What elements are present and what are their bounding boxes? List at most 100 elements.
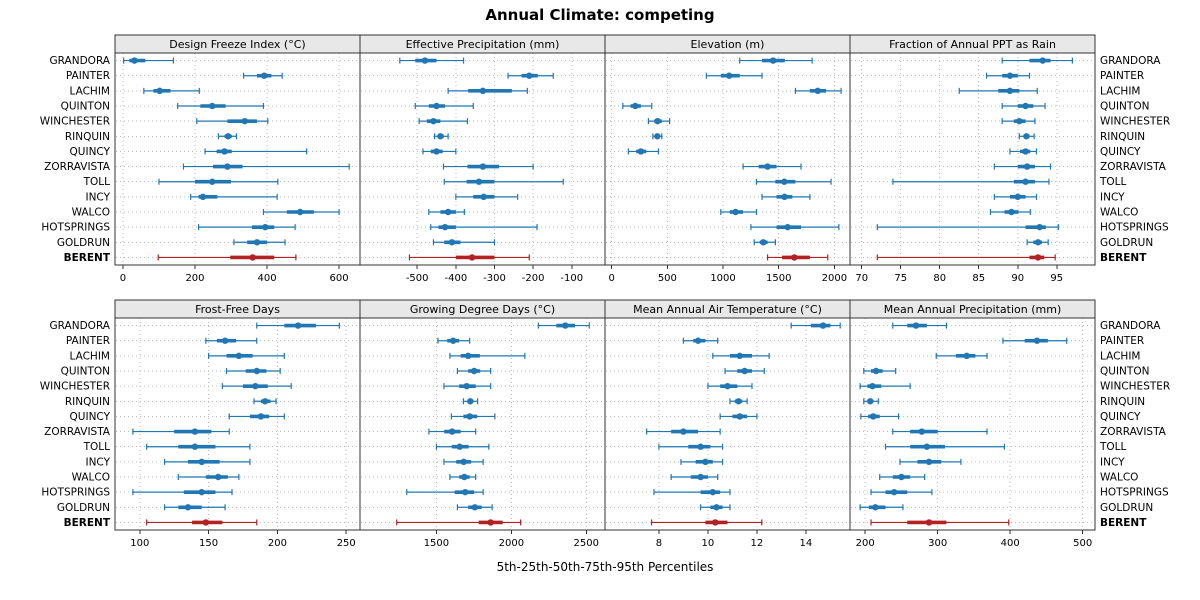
row-label-left: TOLL — [83, 176, 111, 188]
median-dot — [1006, 87, 1014, 95]
x-tick-label: 1500 — [766, 273, 791, 284]
row-label-right: BERENT — [1100, 252, 1147, 264]
median-dot — [460, 458, 467, 466]
median-dot — [209, 178, 216, 185]
median-dot — [912, 322, 920, 329]
median-dot — [898, 473, 905, 481]
median-dot — [221, 337, 229, 344]
row-label-left: WALCO — [72, 472, 110, 484]
row-label-left: LACHIM — [70, 85, 110, 97]
median-dot — [198, 488, 205, 496]
x-tick-label: 250 — [337, 538, 356, 549]
median-dot — [249, 254, 256, 261]
median-dot — [437, 133, 444, 140]
median-dot — [262, 223, 269, 231]
median-dot — [709, 488, 716, 496]
row-label-right: QUINCY — [1100, 411, 1141, 423]
median-dot — [1014, 193, 1021, 201]
median-dot — [261, 398, 269, 405]
median-dot — [191, 443, 199, 450]
median-dot — [1033, 337, 1041, 344]
row-label-right: GOLDRUN — [1100, 502, 1153, 514]
panel-plot-area — [360, 53, 605, 265]
median-dot — [923, 443, 931, 450]
median-dot — [433, 102, 440, 110]
row-label-left: GOLDRUN — [57, 237, 110, 249]
panel-plot-area — [115, 318, 360, 530]
panel: Mean Annual Precipitation (mm) 200 300 400 5… — [849, 299, 1170, 549]
median-dot — [760, 239, 767, 246]
median-dot — [1023, 163, 1031, 170]
median-dot — [1016, 117, 1023, 125]
median-dot — [198, 458, 205, 466]
median-dot — [781, 193, 788, 201]
row-label-right: TOLL — [1099, 176, 1127, 188]
row-label-right: INCY — [1100, 456, 1125, 468]
row-label-right: GRANDORA — [1100, 55, 1161, 67]
row-label-left: LACHIM — [70, 350, 110, 362]
x-tick-label: -300 — [483, 273, 506, 284]
x-tick-label: 95 — [1050, 273, 1063, 284]
row-label-left: QUINCY — [70, 146, 111, 158]
median-dot — [562, 322, 569, 329]
median-dot — [869, 413, 877, 420]
x-tick-label: 80 — [933, 273, 946, 284]
panel-title: Frost-Free Days — [195, 303, 280, 316]
median-dot — [241, 117, 248, 125]
median-dot — [697, 443, 704, 450]
x-tick-label: 12 — [751, 538, 764, 549]
row-label-left: BERENT — [64, 252, 111, 264]
median-dot — [814, 87, 821, 95]
x-tick-label: 14 — [800, 538, 813, 549]
panel-title: Growing Degree Days (°C) — [410, 303, 555, 316]
x-tick-label: 500 — [658, 273, 677, 284]
x-tick-label: 1000 — [710, 273, 735, 284]
median-dot — [224, 133, 232, 140]
x-tick-label: 100 — [130, 538, 149, 549]
median-dot — [724, 382, 731, 390]
median-dot — [1022, 178, 1029, 185]
x-tick-label: 8 — [656, 538, 662, 549]
median-dot — [252, 382, 259, 390]
median-dot — [764, 163, 771, 170]
median-dot — [784, 223, 791, 231]
median-dot — [461, 488, 469, 496]
panel-title: Effective Precipitation (mm) — [406, 38, 560, 51]
panel-plot-area — [850, 53, 1095, 265]
x-tick-label: 2000 — [822, 273, 847, 284]
median-dot — [735, 398, 742, 405]
median-dot — [1008, 208, 1015, 216]
median-dot — [433, 148, 440, 155]
median-dot — [479, 87, 487, 95]
x-tick-label: 300 — [928, 538, 947, 549]
row-label-right: WALCO — [1100, 472, 1138, 484]
median-dot — [479, 163, 487, 170]
row-label-right: WINCHESTER — [1100, 381, 1170, 393]
chart-title: Annual Climate: competing — [485, 6, 714, 24]
row-label-left: GOLDRUN — [57, 502, 110, 514]
row-label-left: TOLL — [83, 441, 111, 453]
median-dot — [654, 117, 661, 125]
x-tick-label: 500 — [1073, 538, 1092, 549]
row-label-right: QUINCY — [1100, 146, 1141, 158]
median-dot — [257, 413, 265, 420]
median-dot — [1022, 148, 1029, 155]
row-label-right: GRANDORA — [1100, 320, 1161, 332]
x-tick-label: -100 — [560, 273, 583, 284]
median-dot — [475, 178, 483, 185]
panel: Frost-Free Days 100 150 200 250 GRANDORA PAINT… — [40, 299, 361, 549]
median-dot — [891, 488, 898, 496]
x-tick-label: 70 — [855, 273, 868, 284]
row-label-left: QUINCY — [70, 411, 111, 423]
median-dot — [209, 102, 216, 110]
median-dot — [441, 223, 449, 231]
x-tick-label: -500 — [406, 273, 429, 284]
median-dot — [736, 413, 743, 420]
row-label-right: INCY — [1100, 191, 1125, 203]
median-dot — [925, 519, 933, 526]
median-dot — [702, 458, 709, 466]
panel-title: Elevation (m) — [691, 38, 765, 51]
median-dot — [781, 178, 788, 185]
panel-title: Mean Annual Air Temperature (°C) — [633, 303, 822, 316]
row-label-left: RINQUIN — [65, 131, 110, 143]
